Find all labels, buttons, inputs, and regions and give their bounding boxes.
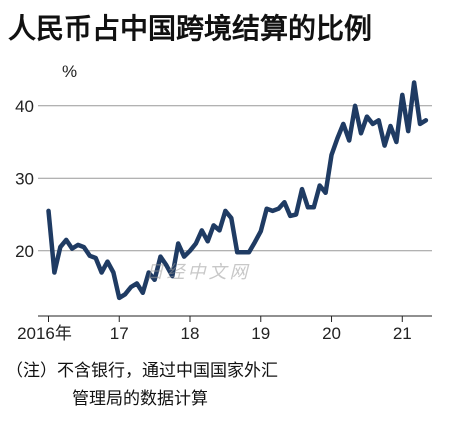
- watermark-text: 日经中文网: [146, 262, 251, 283]
- x-tick-label: 19: [251, 324, 270, 343]
- x-tick-label: 2016年: [17, 324, 72, 343]
- footnote-line-2: 管理局的数据计算: [72, 389, 208, 409]
- x-tick-label: 17: [110, 324, 129, 343]
- x-tick-label: 20: [322, 324, 341, 343]
- footnote-line-1: （注）不含银行，通过中国国家外汇: [6, 361, 278, 381]
- series-group: [46, 80, 429, 301]
- y-tick-label: 30: [15, 169, 34, 188]
- x-tick-label: 21: [393, 324, 412, 343]
- y-tick-label: 20: [15, 242, 34, 261]
- chart-title: 人民币占中国跨境结算的比例: [8, 12, 372, 45]
- x-tick-label: 18: [181, 324, 200, 343]
- series-line: [46, 80, 429, 301]
- y-axis-ticks: 20 30 40: [15, 97, 34, 261]
- x-axis-ticks: 2016年 17 18 19 20 21: [17, 316, 412, 343]
- y-axis-unit: %: [62, 62, 77, 81]
- y-tick-label: 40: [15, 97, 34, 116]
